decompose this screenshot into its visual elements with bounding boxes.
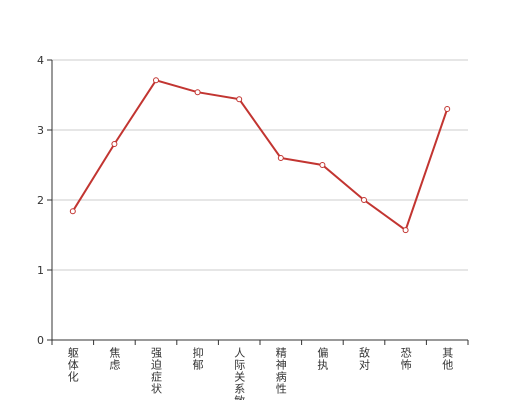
point (361, 197, 367, 203)
point (236, 96, 243, 103)
point (402, 227, 409, 234)
x-tick-label: 其他 (441, 347, 454, 371)
x-tick-label: 人际关系敏感 (233, 347, 246, 400)
x-tick-label: 焦虑 (108, 347, 121, 371)
line (71, 79, 449, 232)
point (277, 155, 284, 161)
y-tick-label: 3 (37, 124, 44, 137)
point (111, 141, 118, 147)
x-tick-label: 恐怖 (399, 347, 412, 371)
x-tick-label: 强迫症状 (150, 347, 163, 395)
point (194, 89, 201, 96)
point (153, 77, 159, 84)
x-tick-label: 抑郁 (191, 346, 204, 371)
x-tick-label: 精神病性 (274, 347, 287, 395)
y-tick-label: 2 (37, 194, 44, 207)
y-tick-label: 4 (37, 54, 44, 67)
point (319, 162, 326, 168)
y-tick-label: 0 (37, 334, 44, 347)
x-tick-label: 敌对 (358, 346, 371, 371)
y-tick-label: 1 (37, 264, 44, 277)
point (69, 208, 76, 215)
x-tick-label: 躯体化 (66, 347, 79, 383)
point (444, 106, 451, 112)
x-tick-label: 偏执 (316, 346, 329, 371)
